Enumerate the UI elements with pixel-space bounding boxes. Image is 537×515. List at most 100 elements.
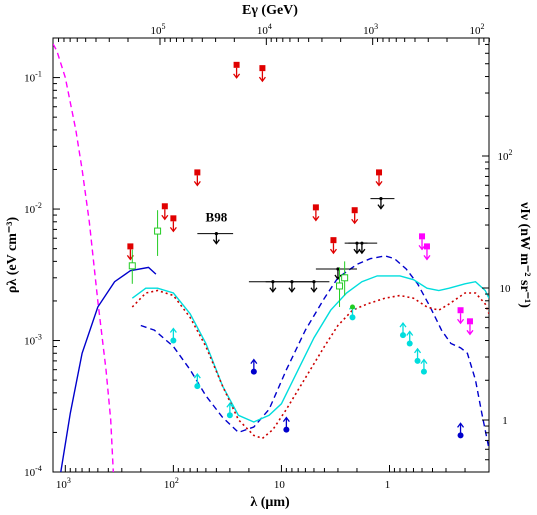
cyan-lower-limit-marker [170, 337, 177, 344]
black-upper-limit-arrow-head [358, 248, 366, 255]
magenta-upper-limit-arrow-head [457, 318, 465, 325]
red-upper-limit-arrow-head [312, 215, 320, 222]
annotation-b98: B98 [206, 209, 228, 224]
green-open-square [154, 227, 162, 235]
top-x-tick-label: 105 [151, 22, 166, 37]
cyan-lower-limit-marker [194, 383, 201, 390]
y-tick-label-exponent: -3 [35, 333, 42, 342]
red-upper-limit-marker [161, 203, 168, 210]
y-axis-title: ρλ (eV cm⁻³) [5, 217, 20, 294]
red-upper-limit-marker [170, 215, 177, 222]
right-y-axis-title: νIν (nW m⁻² sr⁻¹) [517, 201, 532, 308]
red-upper-limit-arrow-head [161, 214, 169, 221]
right-y-tick-label: 10 [500, 283, 512, 295]
y-tick-label-exponent: -2 [35, 201, 42, 210]
red-upper-limit-arrow-head [169, 226, 177, 233]
red-upper-limit-arrow-head [351, 218, 359, 225]
black-upper-limit-marker [214, 232, 218, 236]
plot-frame [52, 37, 490, 473]
x-tick-label-base: 10 [164, 479, 176, 491]
top-x-tick-label: 102 [470, 22, 485, 37]
black-upper-limit-arrow-head [310, 287, 318, 293]
top-x-tick-label-exponent: 4 [268, 22, 272, 31]
x-axis-title: λ (μm) [250, 495, 290, 510]
black-upper-limit-arrow-head [288, 287, 296, 293]
cyan-lower-limit-arrow-head [399, 322, 407, 328]
red-upper-limit-marker [312, 204, 319, 211]
red-upper-limit-marker [351, 207, 358, 214]
cyan-lower-limit-marker [226, 412, 233, 419]
blue-lower-limit-arrow-head [250, 358, 258, 365]
red-upper-limit-arrow-head [329, 248, 337, 255]
top-x-tick-label-exponent: 5 [162, 22, 166, 31]
x-tick-label: 103 [56, 476, 71, 491]
x-tick-label: 102 [164, 476, 179, 491]
cyan-lower-limit-arrow-head [420, 358, 428, 365]
green-point [349, 304, 355, 310]
curve-1 [60, 266, 157, 472]
x-tick-label: 1 [385, 479, 391, 491]
red-upper-limit-marker [259, 65, 266, 72]
red-upper-limit-marker [330, 237, 337, 244]
top-x-tick-label-base: 10 [151, 25, 163, 37]
cyan-lower-limit-arrow-head [414, 347, 422, 354]
magenta-upper-limit-arrow-head [466, 329, 474, 336]
curve-2 [140, 255, 489, 449]
magenta-upper-limit-marker [466, 318, 473, 325]
cyan-lower-limit-arrow-head [169, 327, 177, 333]
top-x-tick-label-exponent: 2 [481, 22, 485, 31]
blue-lower-limit-marker [283, 426, 290, 433]
blue-lower-limit-marker [457, 432, 464, 439]
y-tick-label: 10-1 [24, 70, 42, 85]
x-tick-label: 10 [274, 479, 286, 491]
red-upper-limit-arrow-head [193, 181, 201, 187]
blue-lower-limit-marker [250, 368, 257, 375]
x-tick-label-base: 10 [274, 479, 286, 491]
red-upper-limit-arrow-head [375, 181, 383, 187]
top-x-tick-label: 104 [257, 22, 272, 37]
black-upper-limit-arrow-head [353, 248, 361, 255]
cyan-lower-limit-arrow-head [226, 402, 234, 408]
cyan-lower-limit-arrow-head [406, 330, 414, 336]
x-tick-label-base: 10 [56, 479, 68, 491]
top-x-tick-label-base: 10 [470, 25, 482, 37]
tick-layer [53, 37, 490, 473]
right-y-tick-label: 1 [502, 415, 508, 427]
y-tick-label-exponent: -1 [35, 70, 42, 79]
curve-4 [131, 289, 489, 440]
top-x-tick-label-base: 10 [257, 25, 269, 37]
magenta-upper-limit-marker [419, 233, 426, 240]
black-upper-limit-arrow-head [212, 239, 220, 245]
red-upper-limit-marker [194, 169, 201, 176]
green-open-square [341, 274, 349, 282]
cyan-lower-limit-marker [414, 357, 421, 364]
blue-lower-limit-arrow-head [282, 416, 290, 423]
red-upper-limit-arrow-head [258, 76, 266, 83]
cyan-lower-limit-marker [349, 314, 356, 321]
right-y-tick-label-base: 10 [500, 283, 512, 295]
top-x-tick-label: 103 [363, 22, 378, 37]
top-x-axis-title: Eγ (GeV) [242, 3, 298, 18]
y-tick-label-base: 10 [24, 467, 36, 479]
x-tick-label-exponent: 3 [67, 476, 71, 485]
red-upper-limit-arrow-head [233, 73, 241, 79]
red-upper-limit-marker [233, 61, 240, 68]
y-tick-label-base: 10 [24, 73, 36, 85]
curve-layer [53, 43, 489, 472]
magenta-upper-limit-arrow-head [423, 255, 431, 261]
cyan-lower-limit-arrow-head [193, 373, 201, 379]
top-x-tick-label-exponent: 3 [374, 22, 378, 31]
y-tick-label-exponent: -4 [35, 464, 42, 473]
top-x-tick-label-base: 10 [363, 25, 375, 37]
black-upper-limit-arrow-head [377, 204, 385, 210]
blue-lower-limit-arrow-head [457, 422, 465, 428]
magenta-upper-limit-marker [457, 307, 464, 314]
x-tick-label-exponent: 2 [175, 476, 179, 485]
cyan-lower-limit-marker [406, 340, 413, 347]
right-y-tick-label-exponent: 2 [509, 148, 513, 157]
y-tick-label: 10-3 [24, 333, 42, 348]
y-tick-label-base: 10 [24, 336, 36, 348]
cyan-lower-limit-marker [420, 368, 427, 375]
